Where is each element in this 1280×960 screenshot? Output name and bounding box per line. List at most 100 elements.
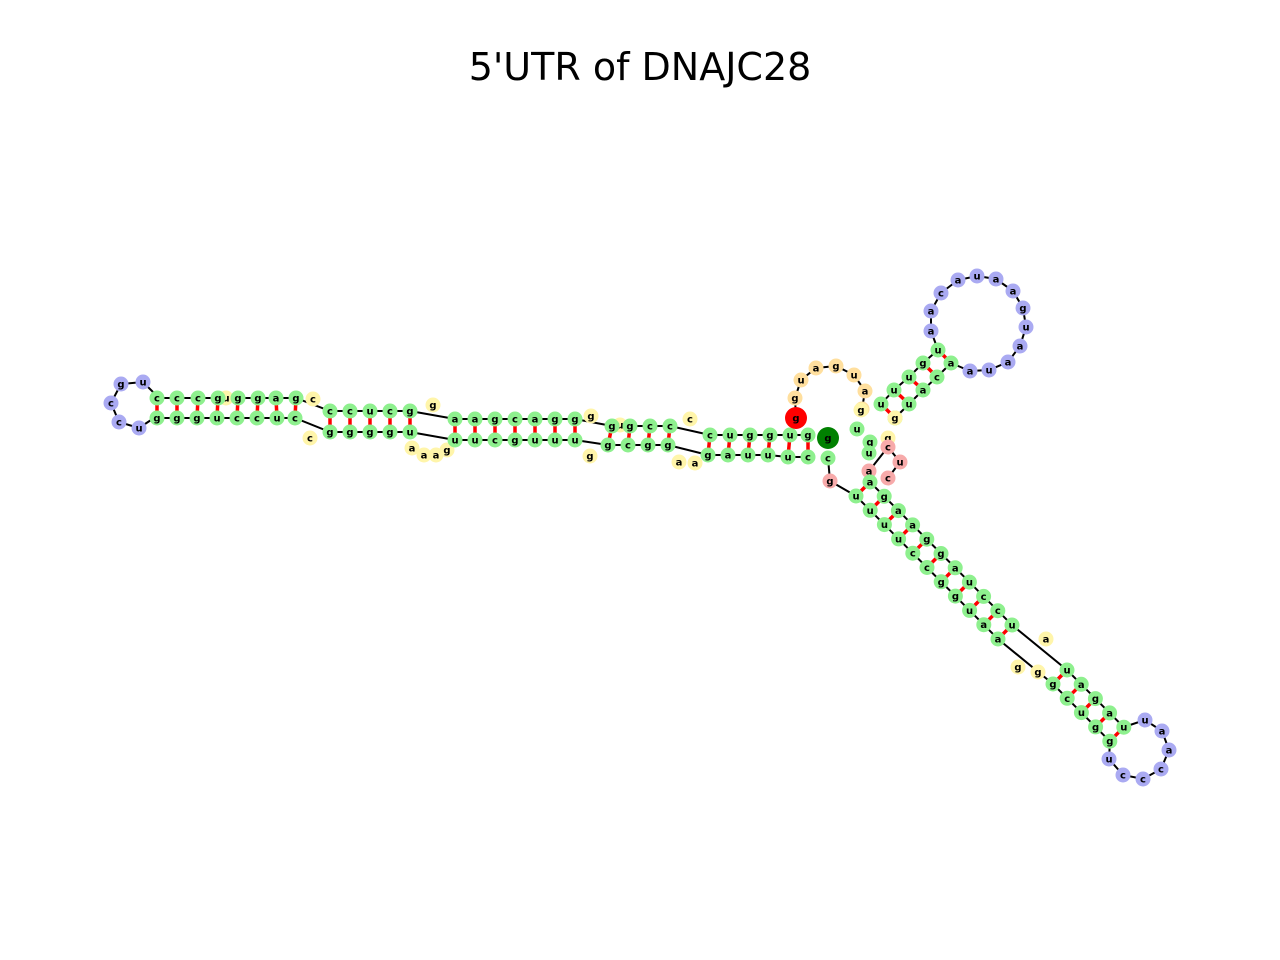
nucleotide-circle [249,410,265,426]
stem-nucleotide: u [760,447,776,463]
nucleotide-circle [1137,712,1153,728]
nucleotide-label: a [532,415,539,426]
nucleotide-label: g [923,535,930,546]
stem-nucleotide: u [849,421,865,437]
nucleotide-circle [439,442,455,458]
nucleotide-circle [820,450,836,466]
multiloop-nucleotide: a [808,360,824,376]
stem-nucleotide: u [740,447,756,463]
nucleotide-circle [342,403,358,419]
nucleotide-circle [961,574,977,590]
nucleotide-circle [817,427,839,449]
nucleotide-circle [782,427,798,443]
nucleotide-label: u [966,578,973,589]
nucleotide-circle [873,396,889,412]
nucleotide-label: a [867,478,874,489]
stem-nucleotide: g [322,424,338,440]
nucleotide-circle [1073,705,1089,721]
stem-nucleotide: g [342,424,358,440]
nucleotide-label: u [366,407,373,418]
nucleotide-label: a [1166,746,1173,757]
nucleotide-label: a [862,387,869,398]
nucleotide-circle [113,376,129,392]
nucleotide-circle [642,418,658,434]
nucleotide-label: c [154,394,160,405]
nucleotide-circle [933,574,949,590]
stem-nucleotide: u [930,342,946,358]
nucleotide-label: a [813,364,820,375]
stem-nucleotide: u [886,382,902,398]
nucleotide-circle [382,403,398,419]
nucleotide-label: c [805,453,811,464]
nucleotide-circle [848,488,864,504]
nucleotide-label: g [792,414,799,425]
hairpin-loop-nucleotide: a [1005,283,1021,299]
nucleotide-label: g [604,441,611,452]
nucleotide-circle [362,403,378,419]
nucleotide-circle [1116,719,1132,735]
stem-nucleotide: g [382,424,398,440]
nucleotide-circle [1018,319,1034,335]
nucleotide-label: u [726,431,733,442]
nucleotide-label: u [934,346,941,357]
nucleotide-label: g [804,431,811,442]
nucleotide-label: g [443,446,450,457]
nucleotide-circle [1101,751,1117,767]
nucleotide-circle [250,390,266,406]
stem-nucleotide: u [362,403,378,419]
nucleotide-circle [1015,300,1031,316]
nucleotide-circle [1059,662,1075,678]
nucleotide-label: c [512,415,518,426]
nucleotide-circle [861,463,877,479]
nucleotide-label: c [492,436,498,447]
nucleotide-label: g [919,359,926,370]
nucleotide-label: c [667,422,673,433]
stem-nucleotide: g [567,411,583,427]
nucleotide-label: g [937,549,944,560]
nucleotide-label: c [885,474,891,485]
stem-nucleotide: u [780,449,796,465]
nucleotide-label: g [586,452,593,463]
nucleotide-label: a [948,359,955,370]
nucleotide-label: c [116,418,122,429]
nucleotide-circle [1073,676,1089,692]
nucleotide-label: u [1063,666,1070,677]
nucleotide-circle [890,503,906,519]
nucleotide-circle [762,427,778,443]
interior-loop-nucleotide: c [305,391,321,407]
figure-title: 5'UTR of DNAJC28 [469,45,812,89]
nucleotide-label: a [676,458,683,469]
nucleotide-circle [862,474,878,490]
multiloop-nucleotide: g [828,358,844,374]
nucleotide-circle [892,454,908,470]
nucleotide-label: g [193,414,200,425]
stem-nucleotide: g [862,434,878,450]
nucleotide-label: g [952,592,959,603]
nucleotide-label: c [234,414,240,425]
nucleotide-circle [362,424,378,440]
nucleotide-circle [887,410,903,426]
stem-nucleotide: c [1059,690,1075,706]
nucleotide-circle [1010,659,1026,675]
stem-nucleotide: u [901,369,917,385]
stem-nucleotide: u [1004,617,1020,633]
nucleotide-label: c [687,415,693,426]
nucleotide-circle [915,355,931,371]
stem-nucleotide: u [1073,705,1089,721]
hairpin-loop-nucleotide: a [923,323,939,339]
nucleotide-label: u [877,400,884,411]
nucleotide-label: u [1120,723,1127,734]
nucleotide-circle [990,603,1006,619]
nucleotide-label: g [857,406,864,417]
stem-nucleotide: u [891,531,907,547]
stem-nucleotide: c [820,450,836,466]
nucleotide-label: u [222,394,229,405]
stem-nucleotide: c [322,403,338,419]
nucleotide-circle [1038,631,1054,647]
nucleotide-label: u [850,371,857,382]
stem-nucleotide: u [269,410,285,426]
nucleotide-label: u [867,506,874,517]
stem-nucleotide: a [990,631,1006,647]
nucleotide-circle [1161,742,1177,758]
nucleotide-circle [149,410,165,426]
